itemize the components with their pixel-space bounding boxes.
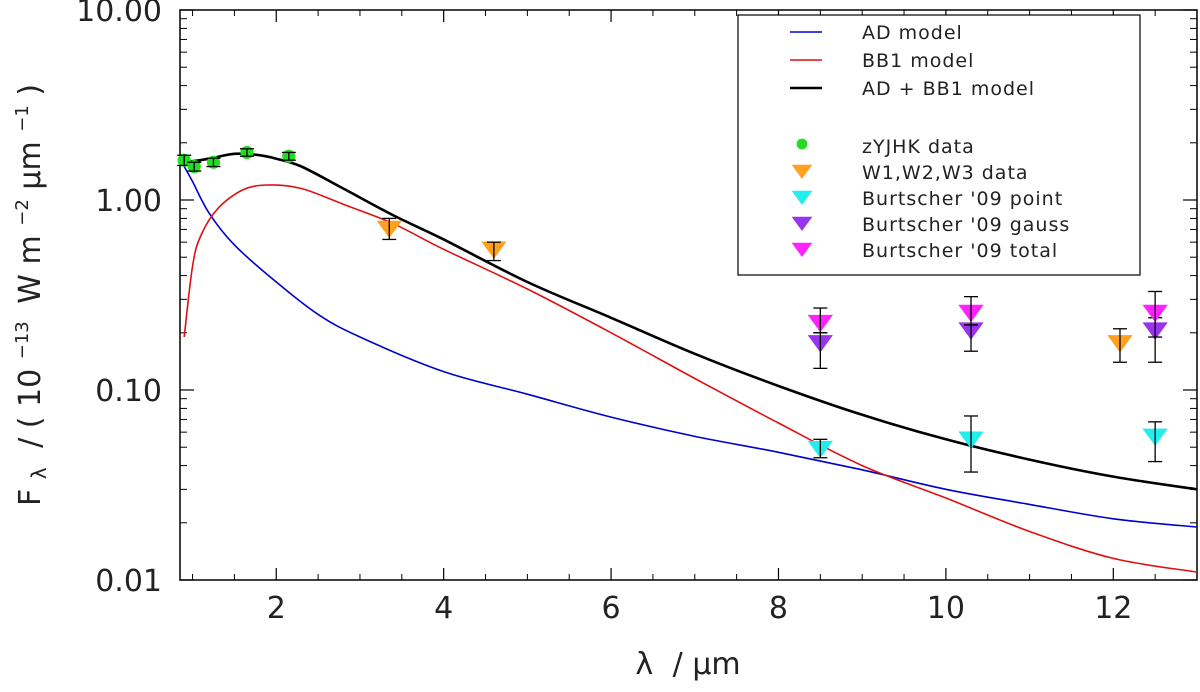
x-axis-symbol: λ xyxy=(635,647,653,682)
legend-label: Burtscher '09 total xyxy=(862,240,1058,262)
y-tick-label: 10.00 xyxy=(76,0,162,29)
y-axis-exp-2: −2 xyxy=(12,199,33,226)
line-bb1-model xyxy=(183,184,1197,573)
y-tick-label: 0.01 xyxy=(95,564,162,599)
y-axis-title: F λ / ( 10 −13 W m −2 μm −1 ) xyxy=(1,84,54,506)
legend-marker xyxy=(791,242,813,257)
y-axis-symbol-sub: λ xyxy=(27,467,51,479)
legend-label: Burtscher '09 gauss xyxy=(862,214,1070,236)
x-axis-title: λ / μm xyxy=(635,647,740,682)
legend-label: Burtscher '09 point xyxy=(862,188,1063,210)
x-tick-label: 6 xyxy=(602,591,621,626)
tick-labels: 2 4 6 8 10 12 0.01 0.10 1.00 10.00 xyxy=(76,0,1132,626)
x-tick-label: 2 xyxy=(267,591,286,626)
y-axis-paren-close: ) xyxy=(13,84,48,96)
legend-marker xyxy=(791,164,813,179)
legend-label: W1,W2,W3 data xyxy=(862,162,1029,184)
legend: AD model BB1 model AD + BB1 model zYJHK dat… xyxy=(737,14,1141,276)
y-axis-exp-1: −13 xyxy=(12,321,33,359)
x-axis-unit: μm xyxy=(692,647,740,682)
legend-label: AD + BB1 model xyxy=(862,78,1035,100)
y-tick-label: 1.00 xyxy=(95,184,162,219)
data-points xyxy=(177,145,1168,473)
y-axis-unit: μm xyxy=(13,141,48,189)
x-tick-label: 8 xyxy=(769,591,788,626)
x-tick-label: 10 xyxy=(927,591,965,626)
x-tick-label: 4 xyxy=(434,591,453,626)
y-axis-exp-3: −1 xyxy=(12,105,33,132)
legend-marker xyxy=(791,190,813,205)
legend-label: zYJHK data xyxy=(862,136,975,158)
plot-frame xyxy=(179,9,1198,581)
y-tick-label: 0.10 xyxy=(95,374,162,409)
legend-label: BB1 model xyxy=(862,50,974,72)
line-ad-model xyxy=(183,166,1197,528)
legend-label: AD model xyxy=(862,22,963,44)
y-axis-mid: W m xyxy=(13,235,48,303)
x-axis-separator: / xyxy=(673,647,684,682)
x-tick-label: 12 xyxy=(1094,591,1132,626)
legend-marker xyxy=(796,138,808,150)
y-axis-symbol: F xyxy=(13,489,48,506)
y-axis-paren-open: / ( 10 xyxy=(13,369,48,448)
legend-marker xyxy=(791,216,813,231)
